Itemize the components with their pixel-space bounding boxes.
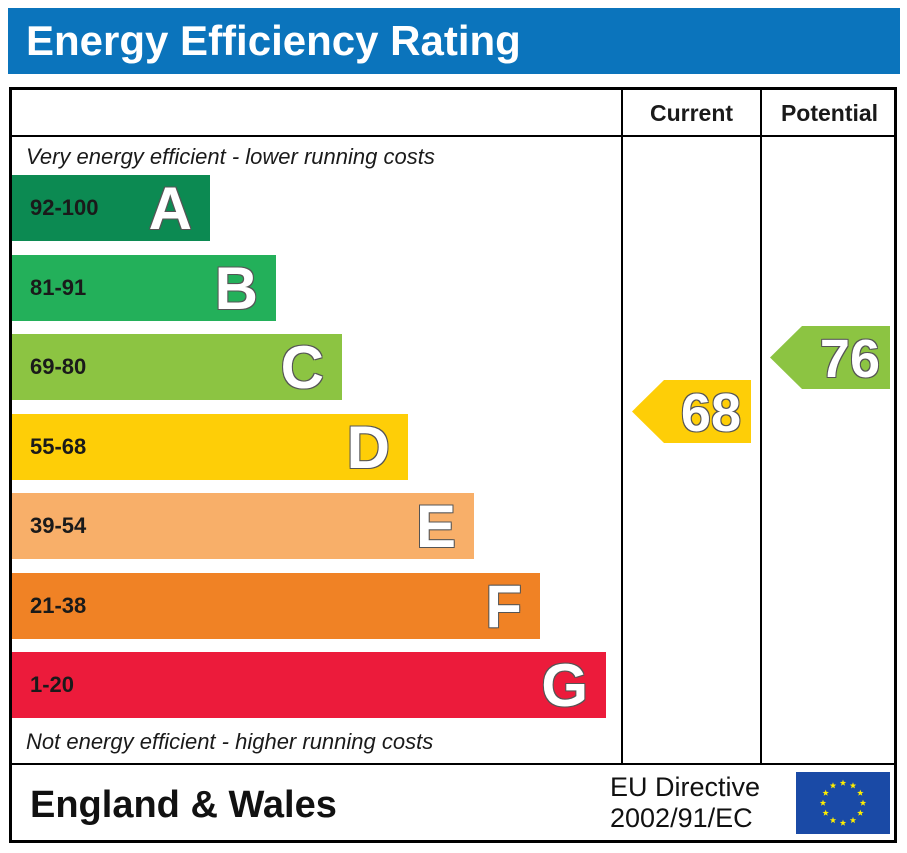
band-range-label: 92-100	[30, 195, 99, 220]
bottom-note: Not energy efficient - higher running co…	[26, 729, 434, 754]
band-letter: G	[541, 652, 588, 719]
band-letter: C	[280, 334, 324, 401]
rating-band-c: 69-80 C	[12, 334, 342, 401]
region-label: England & Wales	[30, 784, 337, 826]
page-title: Energy Efficiency Rating	[26, 17, 521, 64]
eu-directive: EU Directive 2002/91/EC	[610, 772, 760, 834]
band-letter: F	[485, 573, 522, 640]
current-column-divider	[621, 87, 623, 764]
current-column-header: Current	[649, 100, 734, 126]
potential-rating-value: 76	[819, 329, 880, 389]
potential-column-divider	[760, 87, 762, 764]
band-range-label: 39-54	[30, 513, 87, 538]
rating-band-a: 92-100 A	[12, 175, 210, 242]
footer-divider	[9, 763, 897, 765]
eu-star	[829, 782, 837, 789]
band-range-label: 81-91	[30, 275, 87, 300]
band-letter: E	[415, 493, 456, 560]
eu-star	[839, 819, 847, 826]
eu-star	[857, 809, 864, 816]
header-band: Energy Efficiency Rating	[8, 8, 900, 74]
current-rating-value: 68	[680, 383, 741, 443]
potential-arrow-shape	[770, 326, 890, 389]
band-range-label: 21-38	[30, 593, 87, 618]
band-range-label: 1-20	[30, 672, 75, 697]
potential-rating-arrow: 76	[770, 326, 890, 389]
eu-directive-line1: EU Directive	[610, 772, 761, 802]
header-divider	[9, 135, 897, 137]
eu-flag-icon	[796, 772, 890, 834]
eu-star	[859, 799, 867, 806]
rating-band-e: 39-54 E	[12, 493, 474, 560]
top-note: Very energy efficient - lower running co…	[26, 144, 435, 169]
eu-star	[829, 816, 837, 824]
eu-star	[822, 789, 829, 796]
band-range-label: 55-68	[30, 434, 87, 459]
eu-star	[849, 782, 857, 789]
current-rating-arrow: 68	[632, 380, 751, 443]
rating-band-d: 55-68 D	[12, 414, 408, 481]
eu-star	[857, 789, 864, 796]
rating-frame	[9, 87, 897, 843]
rating-band-g: 1-20 G	[12, 652, 606, 719]
potential-column-header: Potential	[780, 100, 879, 126]
eu-star	[839, 779, 847, 786]
band-range-label: 69-80	[30, 354, 87, 379]
band-letter: D	[346, 414, 390, 481]
eu-star	[822, 809, 829, 816]
eu-directive-line2: 2002/91/EC	[610, 803, 753, 833]
current-arrow-shape	[632, 380, 751, 443]
eu-star	[849, 816, 857, 824]
rating-band-f: 21-38 F	[12, 573, 540, 640]
rating-band-b: 81-91 B	[12, 255, 276, 322]
eu-star	[819, 799, 827, 806]
band-letter: A	[148, 175, 192, 242]
band-letter: B	[214, 255, 258, 322]
